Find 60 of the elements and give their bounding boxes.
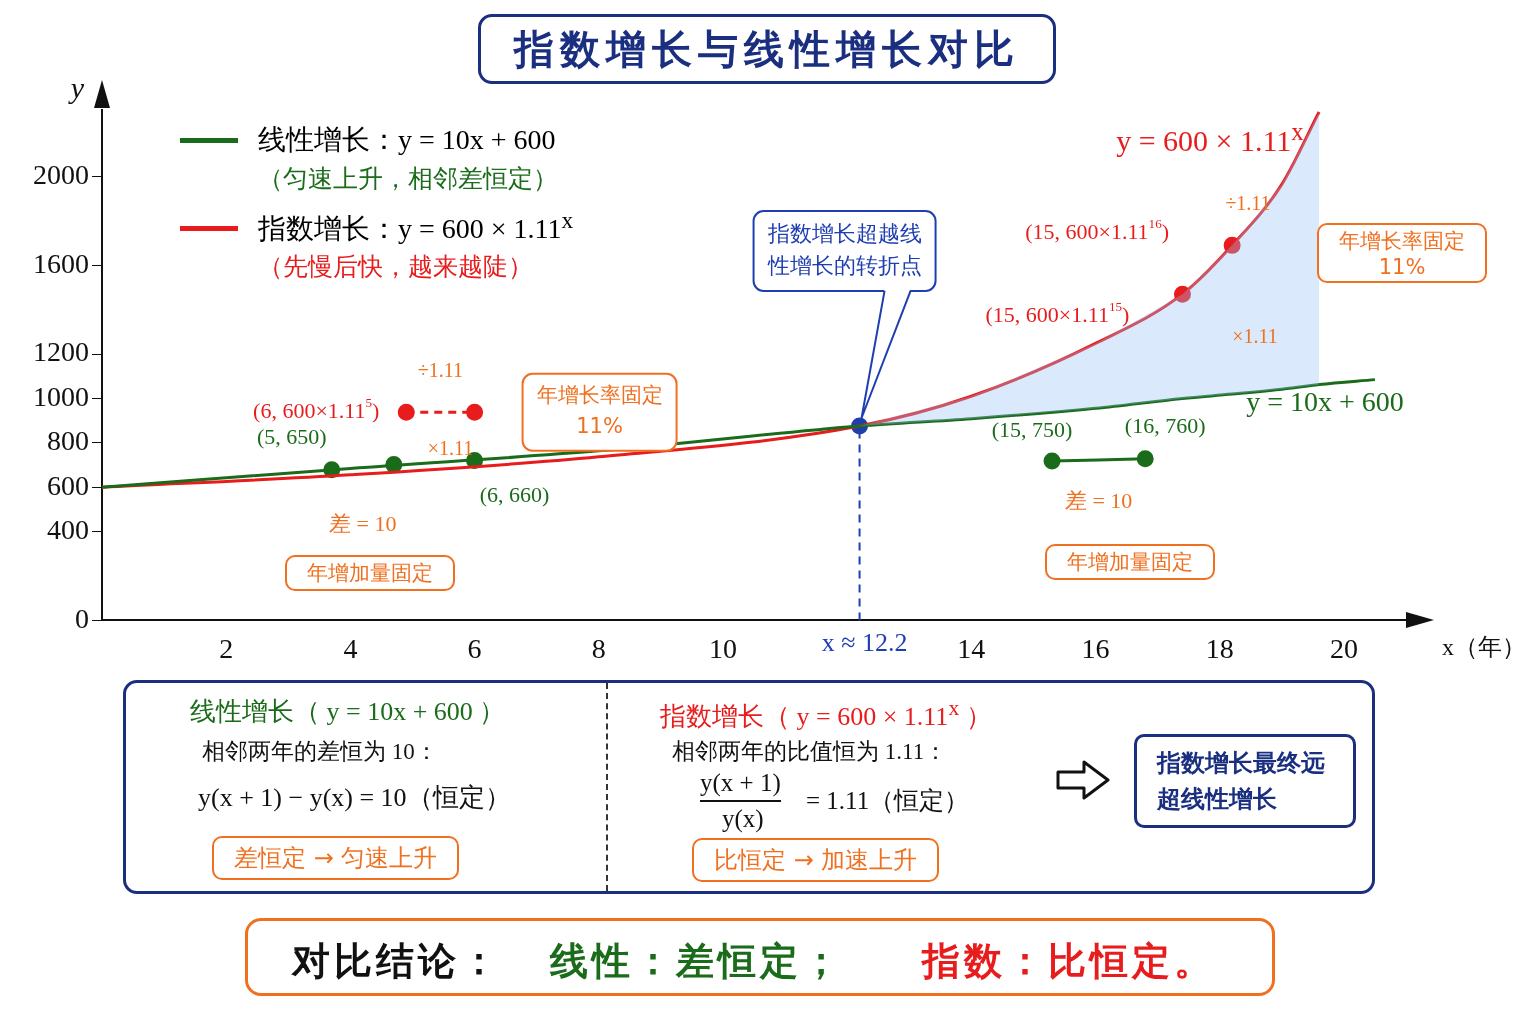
- legend-label: 指数增长：y = 600 × 1.11$^{x}$: [258, 207, 574, 247]
- annotation: 年增加量固定: [1045, 544, 1215, 580]
- annotation: （先慢后快，越来越陡）: [258, 252, 534, 282]
- y-tick-label: 0: [75, 602, 89, 634]
- y-tick-label: 600: [47, 469, 89, 501]
- text: 指数增长（ y = 600 × 1.11$^{x}$ ）: [660, 695, 992, 733]
- ref-line-label: x ≈ 12.2: [821, 628, 908, 658]
- annotation: ×1.11: [427, 437, 474, 460]
- text: 相邻两年的差恒为 10：: [202, 738, 438, 766]
- legend-label: 线性增长：y = 10x + 600: [258, 123, 556, 157]
- annotation: (15, 750): [991, 416, 1073, 442]
- annotation: （匀速上升，相邻差恒定）: [258, 164, 559, 194]
- annotation: 年增加量固定: [285, 555, 455, 591]
- annotation: 差 = 10: [1064, 487, 1133, 513]
- text: 相邻两年的比值恒为 1.11：: [672, 738, 948, 766]
- x-tick-label: 6: [467, 632, 482, 664]
- annotation: ÷1.11: [417, 359, 464, 382]
- y-tick-label: 1000: [33, 380, 89, 412]
- text: 线性：差恒定；: [550, 938, 844, 985]
- annotation: (6, 660): [479, 482, 550, 508]
- x-tick-label: 18: [1205, 632, 1234, 664]
- x-tick-label: 2: [219, 632, 234, 664]
- text: y(x): [722, 804, 764, 835]
- point: [466, 403, 484, 421]
- x-axis-title: x（年）: [1442, 633, 1526, 660]
- annotation: y = 10x + 600: [1246, 386, 1404, 418]
- annotation: 年增长率固定 11%: [536, 383, 663, 438]
- y-tick-label: 1200: [33, 336, 89, 368]
- annotation: y = 600 × 1.11$^{x}$: [1116, 118, 1304, 158]
- text: y(x + 1) − y(x) = 10（恒定）: [198, 782, 511, 814]
- annotation: 差 = 10: [329, 511, 397, 537]
- text: = 1.11（恒定）: [806, 786, 970, 816]
- text: 指数：比恒定。: [922, 938, 1216, 985]
- text: y(x + 1): [700, 766, 781, 802]
- annotation: 指数增长超越线性增长的转折点: [766, 220, 922, 278]
- y-tick-label: 1600: [33, 247, 89, 279]
- text: 比恒定 → 加速上升: [692, 838, 940, 883]
- annotation: ÷1.11: [1225, 191, 1271, 215]
- annotation: (16, 760): [1124, 412, 1206, 438]
- x-tick-label: 20: [1329, 632, 1358, 664]
- y-tick-label: 2000: [33, 158, 89, 190]
- text: 差恒定 → 匀速上升: [212, 836, 460, 881]
- x-tick-label: 16: [1081, 632, 1110, 664]
- x-tick-label: 4: [343, 632, 358, 664]
- y-tick-label: 400: [47, 513, 89, 545]
- y-axis-title: y: [67, 70, 85, 104]
- point: [1043, 452, 1061, 470]
- chart-title: 指数增长与线性增长对比: [478, 14, 1056, 84]
- x-tick-label: 14: [957, 632, 986, 664]
- point: [1136, 450, 1154, 468]
- annotation: 年增长率固定 11%: [1317, 223, 1487, 283]
- text: 对比结论：: [292, 938, 502, 985]
- x-tick-label: 8: [591, 632, 606, 664]
- annotation: (5, 650): [256, 423, 327, 449]
- text: 指数增长最终远超线性增长: [1134, 734, 1356, 828]
- text: 线性增长（ y = 10x + 600 ）: [190, 696, 506, 728]
- point: [397, 403, 415, 421]
- y-tick-label: 800: [47, 425, 89, 457]
- annotation: ×1.11: [1232, 324, 1278, 348]
- x-tick-label: 10: [708, 632, 737, 664]
